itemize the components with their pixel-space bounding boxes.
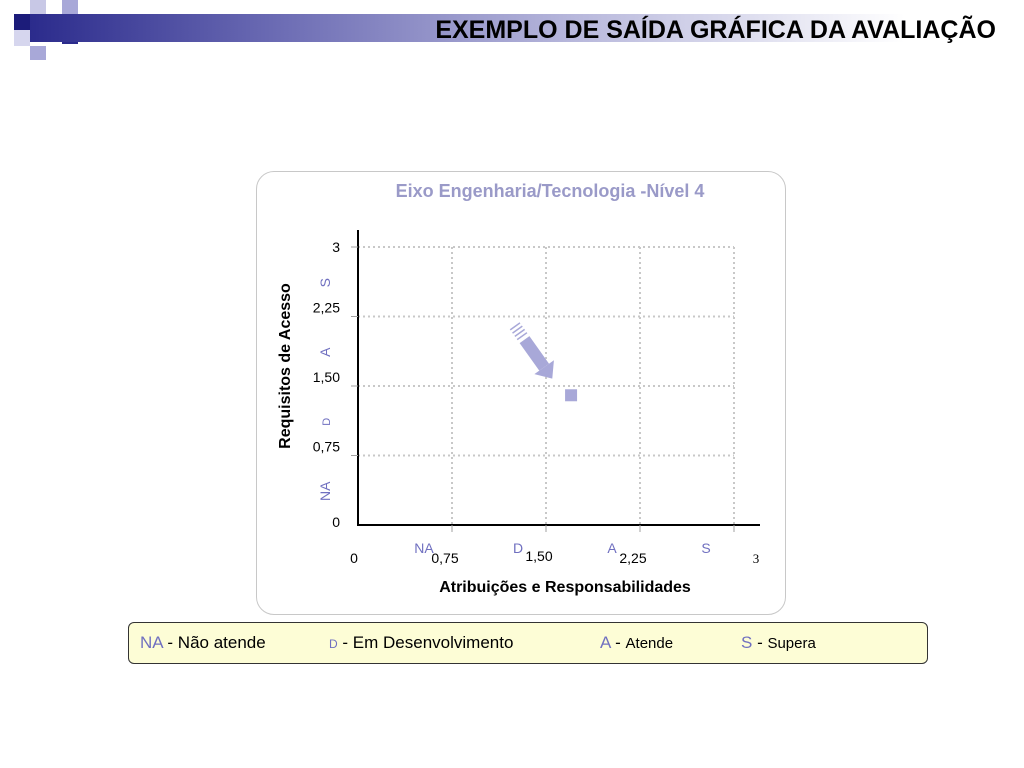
- y-category-label: D: [321, 418, 333, 426]
- legend-item-na: NA - Não atende: [140, 633, 266, 653]
- decor-square-2: [30, 0, 46, 14]
- legend-code-a: A: [600, 633, 611, 652]
- legend-code-na: NA: [140, 633, 163, 652]
- x-tick-label: 3: [753, 551, 760, 566]
- y-category-label: S: [317, 278, 333, 287]
- legend-item-a: A - Atende: [600, 633, 673, 653]
- arrow-stripe: [509, 322, 521, 331]
- decor-square-5: [14, 30, 30, 46]
- legend-text-s: Supera: [767, 635, 816, 652]
- x-category-label: S: [701, 540, 710, 556]
- y-category-label: NA: [317, 481, 333, 501]
- x-tick-label: 0: [350, 550, 358, 566]
- legend-sep: -: [752, 633, 768, 652]
- legend-code-s: S: [741, 633, 753, 652]
- x-category-label: NA: [414, 540, 434, 556]
- legend-text-d: Em Desenvolvimento: [352, 633, 514, 652]
- arrow-stripe: [514, 328, 526, 337]
- arrow-shaft: [519, 336, 550, 371]
- y-tick-label: 3: [332, 239, 340, 255]
- y-tick-label: 1,50: [313, 369, 340, 385]
- arrow-annotation: [509, 322, 554, 379]
- slide-title: EXEMPLO DE SAÍDA GRÁFICA DA AVALIAÇÃO: [435, 16, 996, 44]
- legend-text-na: Não atende: [177, 633, 266, 652]
- legend-sep: -: [337, 633, 353, 652]
- y-tick-label: 0: [332, 514, 340, 530]
- y-tick-label: 0,75: [313, 439, 340, 455]
- legend-sep: -: [162, 633, 178, 652]
- chart-title: Eixo Engenharia/Tecnologia -Nível 4: [395, 181, 705, 201]
- x-category-label: A: [607, 540, 617, 556]
- legend-text-a: Atende: [625, 635, 674, 652]
- legend-sep: -: [610, 633, 626, 652]
- decor-square-7: [30, 46, 46, 60]
- legend-item-s: S - Supera: [741, 633, 816, 653]
- legend-box: NA - Não atende D - Em Desenvolvimento A…: [128, 622, 928, 664]
- data-point: [565, 389, 578, 402]
- x-category-label: D: [513, 540, 523, 556]
- x-tick-label: 1,50: [525, 548, 552, 564]
- arrow-stripe: [512, 325, 523, 334]
- arrow-stripe: [516, 332, 528, 341]
- arrow-head: [534, 360, 554, 379]
- chart-panel: [256, 171, 786, 615]
- y-axis-label: Requisitos de Acesso: [277, 283, 294, 449]
- y-tick-label: 2,25: [313, 300, 340, 316]
- y-category-label: A: [317, 347, 333, 357]
- decor-square-4: [62, 0, 78, 14]
- x-axis-label: Atribuições e Responsabilidades: [439, 579, 691, 596]
- legend-item-d: D - Em Desenvolvimento: [329, 633, 513, 653]
- header-gradient-bar: [30, 14, 1024, 42]
- legend-code-d: D: [329, 637, 338, 651]
- decor-square-1: [14, 14, 30, 30]
- x-tick-label: 2,25: [619, 550, 646, 566]
- x-tick-label: 0,75: [431, 550, 458, 566]
